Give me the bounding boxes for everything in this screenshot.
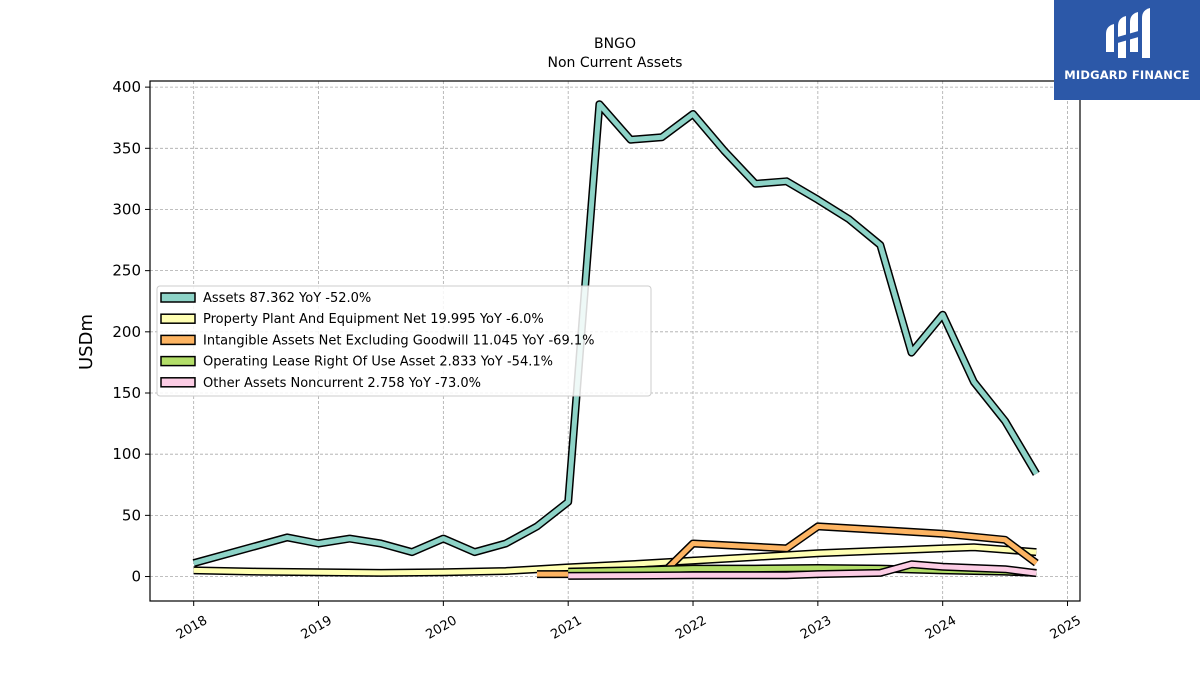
series-line-1 bbox=[193, 544, 1037, 576]
series-line-4 bbox=[568, 561, 1037, 579]
y-axis-label: USDm bbox=[76, 314, 97, 370]
y-tick-label: 50 bbox=[122, 506, 141, 524]
series-layer bbox=[192, 100, 1040, 580]
legend-swatch bbox=[160, 313, 196, 324]
legend-label: Property Plant And Equipment Net 19.995 … bbox=[203, 312, 544, 327]
legend: Assets 87.362 YoY -52.0% Property Plant A… bbox=[156, 285, 652, 397]
x-tick-label: 2023 bbox=[798, 613, 834, 643]
logo-text: MIDGARD FINANCE bbox=[1064, 68, 1190, 82]
x-tick-label: 2018 bbox=[174, 613, 210, 643]
legend-swatch bbox=[160, 334, 196, 346]
series-line-0 bbox=[193, 101, 1039, 566]
x-tick-label: 2020 bbox=[424, 613, 460, 643]
legend-label: Assets 87.362 YoY -52.0% bbox=[203, 291, 371, 306]
x-tick-label: 2022 bbox=[673, 613, 709, 643]
legend-label: Intangible Assets Net Excluding Goodwill… bbox=[203, 333, 594, 348]
y-tick-label: 400 bbox=[112, 78, 141, 96]
y-tick-label: 350 bbox=[112, 139, 141, 157]
chart-title: BNGO bbox=[594, 36, 636, 52]
y-tick-label: 100 bbox=[112, 445, 141, 463]
y-tick-label: 0 bbox=[131, 568, 141, 586]
y-tick-label: 300 bbox=[112, 200, 141, 218]
legend-box bbox=[156, 285, 652, 397]
x-tick-label: 2024 bbox=[923, 613, 959, 643]
y-tick-label: 150 bbox=[112, 384, 141, 402]
legend-swatch bbox=[160, 292, 196, 303]
midgard-finance-logo: MIDGARD FINANCE bbox=[1054, 0, 1200, 100]
y-axis: 0 50 100 150 200 250 300 350 400 bbox=[112, 78, 150, 586]
x-tick-label: 2025 bbox=[1048, 613, 1084, 643]
y-tick-label: 250 bbox=[112, 262, 141, 280]
logo-mark-icon bbox=[1106, 8, 1150, 58]
y-tick-label: 200 bbox=[112, 323, 141, 341]
x-tick-label: 2019 bbox=[299, 613, 335, 643]
legend-label: Other Assets Noncurrent 2.758 YoY -73.0% bbox=[203, 376, 481, 391]
legend-swatch bbox=[160, 377, 196, 388]
plot-frame bbox=[149, 80, 1081, 602]
legend-label: Operating Lease Right Of Use Asset 2.833… bbox=[203, 355, 553, 370]
legend-swatch bbox=[160, 355, 196, 367]
x-tick-label: 2021 bbox=[548, 613, 584, 643]
x-axis: 2018 2019 2020 2021 2022 2023 2024 2025 bbox=[174, 601, 1084, 643]
chart-subtitle: Non Current Assets bbox=[548, 55, 683, 71]
